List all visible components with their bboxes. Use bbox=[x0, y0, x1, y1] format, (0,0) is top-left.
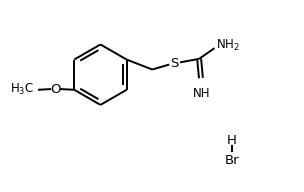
Text: O: O bbox=[50, 83, 61, 96]
Text: S: S bbox=[170, 57, 178, 70]
Text: NH: NH bbox=[193, 87, 210, 100]
Text: NH$_2$: NH$_2$ bbox=[216, 38, 240, 53]
Text: H: H bbox=[227, 134, 237, 147]
Text: H$_3$C: H$_3$C bbox=[10, 82, 34, 97]
Text: Br: Br bbox=[225, 154, 239, 167]
